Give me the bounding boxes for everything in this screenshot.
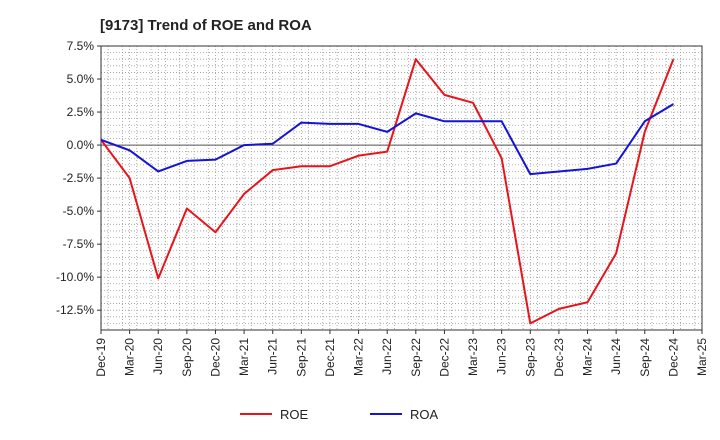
plot-frame — [100, 45, 703, 331]
chart-title: [9173] Trend of ROE and ROA — [100, 17, 312, 34]
y-tick-label: -5.0% — [63, 204, 95, 218]
series-line-roa — [100, 103, 674, 176]
legend-label: ROA — [410, 407, 439, 422]
x-tick-label: Sep-24 — [638, 338, 652, 377]
legend-item-roa: ROA — [370, 407, 439, 422]
x-tick-label: Sep-23 — [523, 338, 537, 377]
x-tick-label: Dec-22 — [437, 338, 451, 377]
x-tick-label: Sep-22 — [409, 338, 423, 377]
y-tick-label: 7.5% — [67, 39, 95, 53]
x-tick-label: Jun-23 — [495, 338, 509, 375]
x-tick-label: Mar-22 — [352, 338, 366, 376]
x-tick-label: Jun-20 — [151, 338, 165, 375]
x-tick-label: Jun-22 — [380, 338, 394, 375]
x-tick-label: Dec-19 — [94, 338, 108, 377]
x-tick-label: Dec-20 — [208, 338, 222, 377]
x-tick-label: Dec-21 — [323, 338, 337, 377]
x-tick-label: Mar-25 — [695, 338, 709, 376]
series-layer — [100, 58, 675, 325]
x-tick-label: Mar-24 — [581, 338, 595, 376]
y-tick-label: 5.0% — [67, 72, 95, 86]
x-tick-label: Mar-20 — [123, 338, 137, 376]
x-tick-label: Sep-21 — [294, 338, 308, 377]
x-tick-label: Dec-23 — [552, 338, 566, 377]
series-line-roe — [100, 58, 675, 325]
plot-area — [101, 46, 702, 330]
y-tick-label: -10.0% — [56, 270, 94, 284]
x-tick-label: Jun-21 — [266, 338, 280, 375]
y-tick-label: 2.5% — [67, 105, 95, 119]
legend-label: ROE — [280, 407, 309, 422]
x-tick-label: Sep-20 — [180, 338, 194, 377]
grid-layer — [100, 45, 703, 331]
legend: ROE ROA — [240, 407, 439, 422]
y-tick-label: -7.5% — [63, 237, 95, 251]
x-tick-label: Mar-23 — [466, 338, 480, 376]
axis-layer: 7.5% 5.0% 2.5% 0.0% -2.5% -5.0% -7.5% -10.0% -12… — [56, 39, 709, 377]
y-tick-label: -2.5% — [63, 171, 95, 185]
x-tick-label: Dec-24 — [666, 338, 680, 377]
y-tick-label: -12.5% — [56, 303, 94, 317]
y-tick-label: 0.0% — [67, 138, 95, 152]
x-tick-label: Mar-21 — [237, 338, 251, 376]
x-tick-label: Jun-24 — [609, 338, 623, 375]
legend-item-roe: ROE — [240, 407, 309, 422]
